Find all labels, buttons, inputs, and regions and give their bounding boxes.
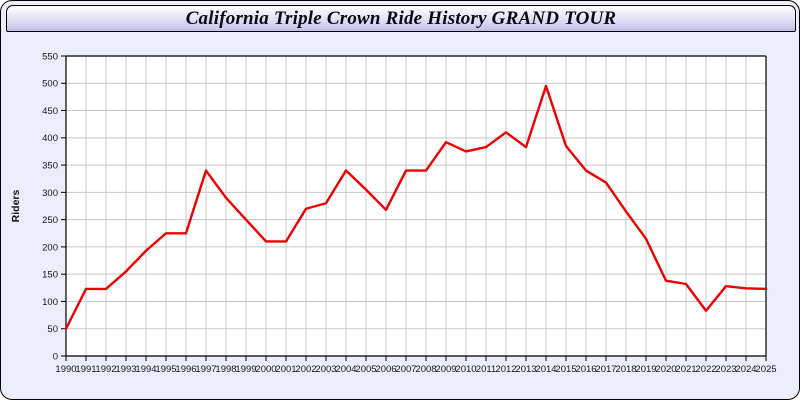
x-tick-label: 2018 xyxy=(615,364,636,375)
data-series-line-0 xyxy=(64,84,768,330)
chart-plot-area: 0 50 100 150 200 250 300 350 400 450 500 550 1990 199… xyxy=(1,35,799,399)
x-tick-label: 1998 xyxy=(215,364,236,375)
plot-background xyxy=(66,56,766,356)
y-tick-label: 200 xyxy=(42,242,58,253)
y-tick-label: 150 xyxy=(42,270,58,281)
x-tick-label: 1999 xyxy=(235,364,256,375)
x-tick-label: 2013 xyxy=(515,364,536,375)
x-tick-label: 1994 xyxy=(135,364,156,375)
x-tick-label: 1992 xyxy=(95,364,116,375)
y-tick-label: 550 xyxy=(42,51,58,62)
x-tick-label: 2022 xyxy=(695,364,716,375)
y-axis-label: Riders xyxy=(10,190,22,223)
x-tick-label: 2019 xyxy=(635,364,656,375)
window-title-bar: California Triple Crown Ride History GRA… xyxy=(6,5,796,32)
x-tick-label: 1996 xyxy=(175,364,196,375)
x-tick-label: 2002 xyxy=(295,364,316,375)
x-tick-label: 2001 xyxy=(275,364,296,375)
x-tick-label: 2006 xyxy=(375,364,396,375)
x-tick-label: 1995 xyxy=(155,364,176,375)
x-tick-label: 2007 xyxy=(395,364,416,375)
x-tick-label: 2020 xyxy=(655,364,676,375)
x-tick-label: 1991 xyxy=(75,364,96,375)
x-tick-label: 2012 xyxy=(495,364,516,375)
x-tick-label: 2023 xyxy=(715,364,736,375)
x-tick-label: 2008 xyxy=(415,364,436,375)
y-tick-label: 0 xyxy=(53,351,58,362)
x-tick-label: 2005 xyxy=(355,364,376,375)
x-tick-label: 2011 xyxy=(476,364,496,375)
x-tick-label: 2000 xyxy=(255,364,276,375)
y-tick-label: 400 xyxy=(42,133,58,144)
x-tick-label: 1997 xyxy=(195,364,216,375)
x-tick-label: 2015 xyxy=(555,364,576,375)
y-tick-label: 300 xyxy=(42,188,58,199)
y-tick-label: 250 xyxy=(42,215,58,226)
x-tick-label: 2003 xyxy=(315,364,336,375)
y-tick-label: 100 xyxy=(42,297,58,308)
line-chart: 0501001502002503003504004505005501990199… xyxy=(10,51,777,375)
x-tick-label: 1993 xyxy=(115,364,136,375)
x-tick-label: 2014 xyxy=(535,364,556,375)
y-tick-label: 50 xyxy=(47,324,58,335)
x-tick-label: 2010 xyxy=(455,364,476,375)
x-tick-label: 2009 xyxy=(435,364,456,375)
y-tick-label: 500 xyxy=(42,79,58,90)
x-tick-label: 2004 xyxy=(335,364,356,375)
x-tick-label: 2017 xyxy=(595,364,616,375)
x-tick-label: 2024 xyxy=(735,364,756,375)
x-tick-label: 2021 xyxy=(675,364,696,375)
page-title: California Triple Crown Ride History GRA… xyxy=(185,7,617,29)
x-tick-label: 1990 xyxy=(55,364,76,375)
y-tick-label: 350 xyxy=(42,160,58,171)
x-tick-label: 2016 xyxy=(575,364,596,375)
y-tick-label: 450 xyxy=(42,106,58,117)
x-tick-label: 2025 xyxy=(755,364,776,375)
